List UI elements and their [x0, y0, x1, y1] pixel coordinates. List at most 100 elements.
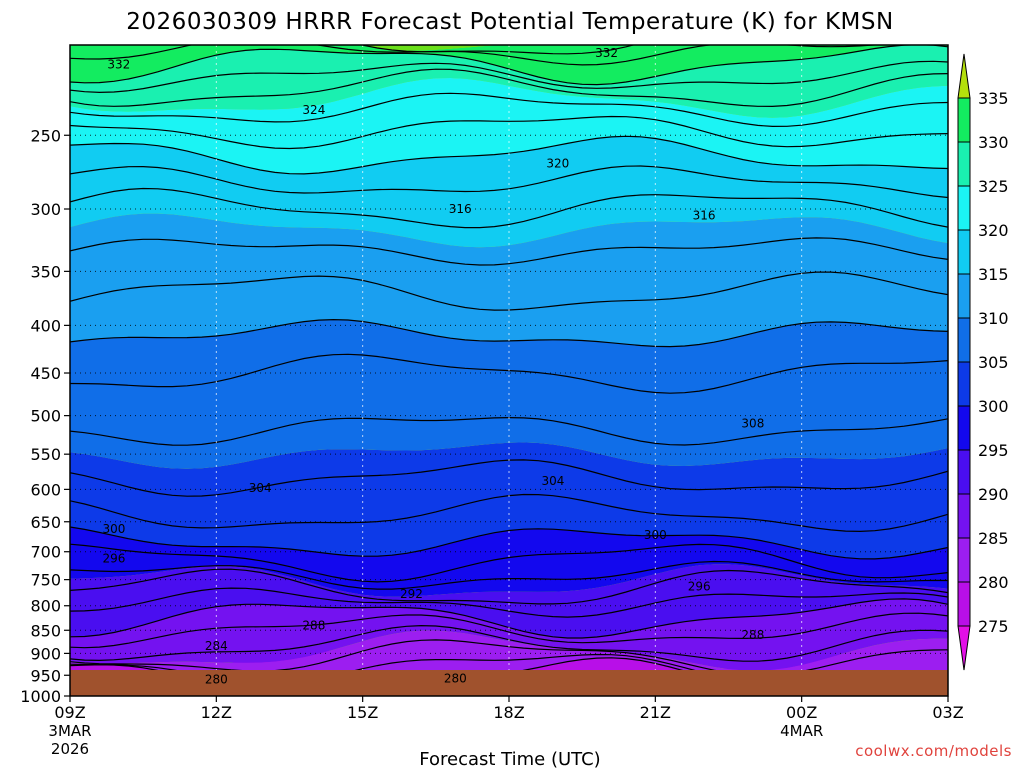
xtick-label: 03Z: [932, 703, 963, 722]
xtick-year-label: 2026: [51, 740, 89, 758]
colorbar-tick-label: 310: [978, 309, 1009, 328]
contour-label-280: 280: [205, 672, 228, 686]
contour-label-text: 304: [249, 481, 272, 495]
ytick-label: 650: [30, 513, 61, 532]
colorbar-tick-label: 285: [978, 529, 1009, 548]
colorbar-end-low: [957, 625, 971, 671]
contour-330: [70, 45, 948, 86]
contour-label-296: 296: [688, 580, 711, 594]
contour-label-text: 288: [302, 618, 325, 632]
contour-316: [70, 187, 948, 229]
contour-label-324: 324: [302, 103, 325, 117]
colorbar-segment: [957, 141, 971, 187]
xtick-label: 09Z: [54, 703, 85, 722]
credit-text: coolwx.com/models: [855, 742, 1012, 760]
contour-label-300: 300: [644, 528, 667, 542]
band-315-320: [70, 136, 948, 248]
contour-label-304: 304: [541, 474, 564, 488]
xtick-label: 15Z: [347, 703, 378, 722]
colorbar-segment: [957, 581, 971, 627]
contour-326: [70, 68, 948, 108]
ytick-label: 350: [30, 262, 61, 281]
ytick-label: 300: [30, 200, 61, 219]
band-335-340: [364, 45, 505, 51]
ytick-label: 950: [30, 666, 61, 685]
contour-label-280: 280: [444, 672, 467, 686]
ytick-label: 1000: [20, 687, 61, 706]
contour-label-text: 292: [400, 587, 423, 601]
colorbar-tick-label: 315: [978, 265, 1009, 284]
contour-label-284: 284: [205, 639, 228, 653]
contour-label-text: 300: [644, 528, 667, 542]
contour-label-288: 288: [302, 618, 325, 632]
contour-label-text: 316: [449, 202, 472, 216]
xtick-date-label: 3MAR: [48, 722, 91, 740]
contour-label-288: 288: [741, 628, 764, 642]
colorbar-tick-label: 280: [978, 573, 1009, 592]
contour-label-304: 304: [249, 481, 272, 495]
colorbar-tick-label: 290: [978, 485, 1009, 504]
contour-label-316: 316: [449, 202, 472, 216]
ytick-label: 900: [30, 644, 61, 663]
colorbar-segment: [957, 493, 971, 539]
colorbar-segment: [957, 537, 971, 583]
contour-label-text: 280: [444, 672, 467, 686]
colorbar-tick-label: 325: [978, 177, 1009, 196]
xtick-label: 12Z: [201, 703, 232, 722]
colorbar-segment: [957, 449, 971, 495]
contour-label-text: 300: [102, 522, 125, 536]
gridlines: [70, 45, 948, 697]
colorbar-segment: [957, 229, 971, 275]
contour-label-text: 288: [741, 628, 764, 642]
ytick-label: 400: [30, 316, 61, 335]
contour-label-332: 332: [107, 58, 130, 72]
colorbar-tick-label: 330: [978, 133, 1009, 152]
colorbar-tick-label: 320: [978, 221, 1009, 240]
ytick-label: 850: [30, 621, 61, 640]
contour-label-text: 332: [107, 58, 130, 72]
contour-label-308: 308: [741, 417, 764, 431]
ytick-label: 800: [30, 597, 61, 616]
colorbar-segment: [957, 97, 971, 143]
ytick-label: 500: [30, 407, 61, 426]
xtick-label: 00Z: [786, 703, 817, 722]
ytick-label: 700: [30, 543, 61, 562]
contour-label-text: 332: [595, 46, 618, 60]
contour-label-text: 308: [741, 417, 764, 431]
colorbar-segment: [957, 405, 971, 451]
colorbar: 275 280 285 290 295 300 305 310 315 320 325 330 335: [957, 53, 1009, 671]
colorbar-segment: [957, 273, 971, 319]
ytick-label: 550: [30, 445, 61, 464]
xtick-label: 21Z: [640, 703, 671, 722]
contour-294: [70, 568, 948, 605]
contour-label-text: 296: [688, 580, 711, 594]
contour-label-320: 320: [546, 156, 569, 170]
contour-label-text: 324: [302, 103, 325, 117]
ytick-label: 600: [30, 480, 61, 499]
contour-label-292: 292: [400, 587, 423, 601]
x-axis-label: Forecast Time (UTC): [419, 749, 600, 768]
xtick-label: 18Z: [493, 703, 524, 722]
contour-label-text: 280: [205, 672, 228, 686]
ytick-label: 450: [30, 364, 61, 383]
contour-label-text: 304: [541, 474, 564, 488]
xtick-date-label: 4MAR: [780, 722, 823, 740]
colorbar-tick-label: 275: [978, 617, 1009, 636]
contour-322: [70, 115, 948, 150]
band-290-295: [70, 564, 948, 638]
colorbar-tick-label: 335: [978, 89, 1009, 108]
chart-title: 2026030309 HRRR Forecast Potential Tempe…: [126, 9, 893, 35]
colorbar-tick-label: 300: [978, 397, 1009, 416]
surface-ground: [70, 670, 948, 696]
y-axis: 250 300 350 400 450 500 550 600 650 700 750 800 850 9…: [20, 126, 70, 706]
band-275-280: [70, 657, 681, 670]
colorbar-tick-label: 295: [978, 441, 1009, 460]
contour-labels: 280 280 284 288 288 292 296 296 300 300 304 304 308 3…: [102, 46, 764, 686]
colorbar-segment: [957, 185, 971, 231]
band-300-305: [70, 442, 948, 559]
contour-label-text: 316: [693, 209, 716, 223]
contour-label-332: 332: [595, 46, 618, 60]
contour-label-text: 284: [205, 639, 228, 653]
ytick-label: 250: [30, 126, 61, 145]
